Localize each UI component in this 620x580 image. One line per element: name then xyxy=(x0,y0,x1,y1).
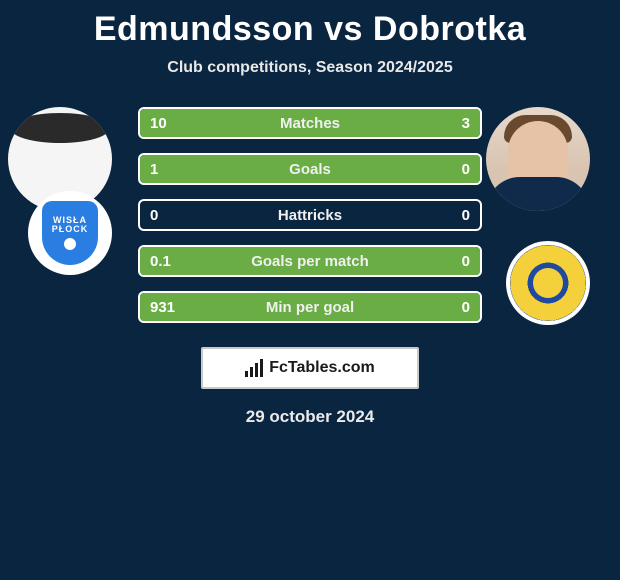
stat-row: 0Hattricks0 xyxy=(138,199,482,231)
stat-left-value: 0.1 xyxy=(140,253,210,270)
stat-right-value: 0 xyxy=(410,161,480,178)
wisla-crest-icon: WISŁAPŁOCK xyxy=(42,201,98,265)
stat-label: Goals per match xyxy=(210,253,410,270)
stat-left-value: 10 xyxy=(140,115,210,132)
stat-row: 0.1Goals per match0 xyxy=(138,245,482,277)
stat-left-value: 0 xyxy=(140,207,210,224)
placeholder-silhouette-icon xyxy=(10,113,110,143)
player-right-avatar xyxy=(486,107,590,211)
stat-right-value: 0 xyxy=(410,253,480,270)
card-subtitle: Club competitions, Season 2024/2025 xyxy=(0,59,620,77)
stat-row: 10Matches3 xyxy=(138,107,482,139)
stat-right-value: 3 xyxy=(410,115,480,132)
arka-crest-icon xyxy=(510,245,586,321)
player-left-club-crest: WISŁAPŁOCK xyxy=(28,191,112,275)
stat-label: Goals xyxy=(210,161,410,178)
stat-right-value: 0 xyxy=(410,207,480,224)
player-right-club-crest xyxy=(506,241,590,325)
stat-right-value: 0 xyxy=(410,299,480,316)
main-area: WISŁAPŁOCK 10Matches31Goals00Hattricks00… xyxy=(0,107,620,347)
stat-row: 931Min per goal0 xyxy=(138,291,482,323)
branding-text: FcTables.com xyxy=(269,359,375,377)
comparison-card: Edmundsson vs Dobrotka Club competitions… xyxy=(0,0,620,427)
stat-label: Matches xyxy=(210,115,410,132)
card-date: 29 october 2024 xyxy=(0,407,620,427)
stat-label: Hattricks xyxy=(210,207,410,224)
stat-left-value: 1 xyxy=(140,161,210,178)
card-title: Edmundsson vs Dobrotka xyxy=(0,10,620,49)
stat-row: 1Goals0 xyxy=(138,153,482,185)
stats-table: 10Matches31Goals00Hattricks00.1Goals per… xyxy=(138,107,482,337)
stat-label: Min per goal xyxy=(210,299,410,316)
branding-badge: FcTables.com xyxy=(201,347,419,389)
stat-left-value: 931 xyxy=(140,299,210,316)
bar-chart-icon xyxy=(245,359,263,377)
